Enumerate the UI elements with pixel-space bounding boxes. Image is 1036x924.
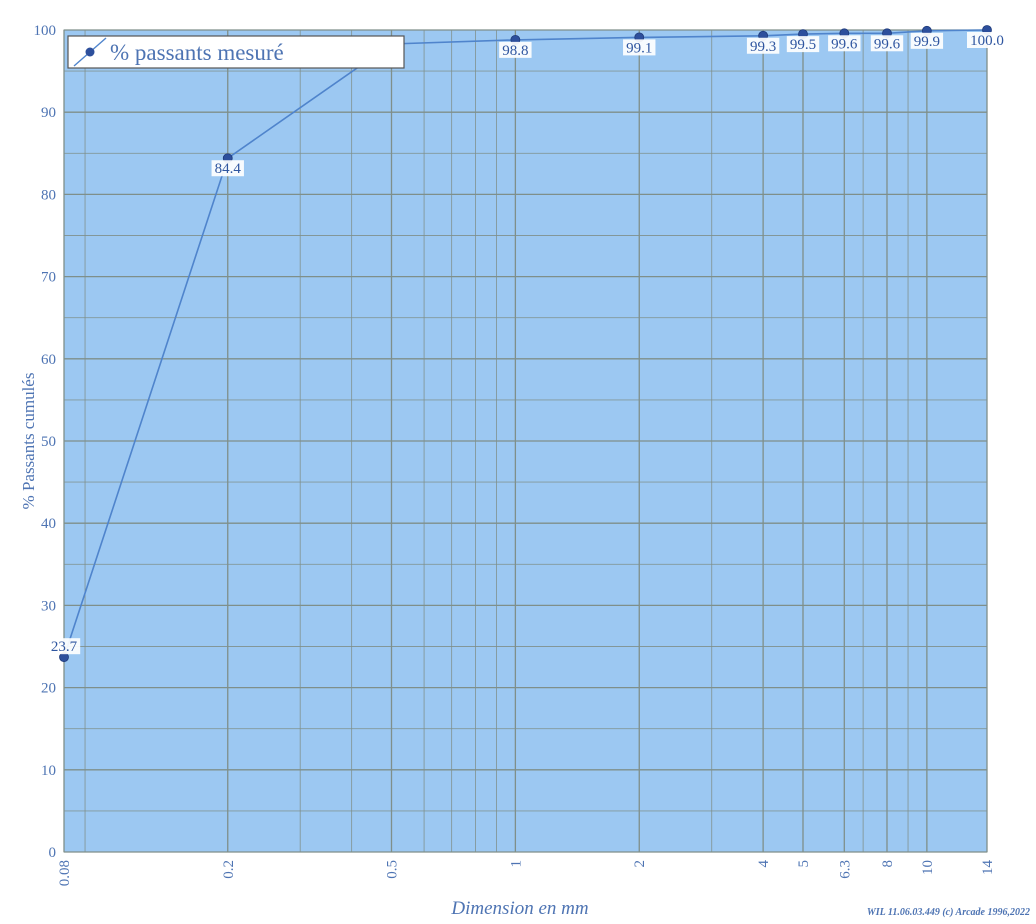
- y-tick-labels: 0 10 20 30 40 50 60 70 80 90 100: [34, 23, 57, 861]
- data-label-background: [623, 39, 656, 56]
- legend-marker-swatch: [85, 47, 95, 57]
- y-tick-label: 10: [41, 763, 56, 779]
- data-label: 23.7: [51, 639, 78, 655]
- y-tick-label: 40: [41, 516, 56, 532]
- footer-credit: WIL 11.06.03.449 (c) Arcade 1996,2022: [867, 907, 1030, 918]
- legend-box: [67, 35, 405, 69]
- y-tick-label: 20: [41, 681, 56, 697]
- x-tick-label: 5: [796, 860, 812, 868]
- y-tick-label: 50: [41, 434, 56, 450]
- data-label: 99.1: [626, 40, 652, 56]
- data-label-background: [786, 36, 820, 53]
- y-tick-label: 60: [41, 352, 56, 368]
- y-tick-label: 0: [49, 845, 57, 861]
- data-label: 84.4: [215, 161, 242, 177]
- series-line-group: 23.7 84.4 98.8 99.1 99.3 99.5 99.6 99.6 99.9 100.…: [47, 25, 1007, 663]
- x-tick-label: 6.3: [837, 860, 853, 879]
- data-label-background: [967, 32, 1007, 48]
- minor-grid-horizontal: [64, 70, 987, 812]
- y-tick-label: 100: [34, 23, 57, 39]
- legend: % passants mesuré: [67, 35, 405, 69]
- x-axis-label: Dimension en mm: [450, 898, 588, 919]
- data-label: 99.3: [750, 39, 776, 55]
- y-tick-label: 30: [41, 598, 56, 614]
- data-label-background: [828, 35, 861, 52]
- data-label: 99.5: [790, 37, 816, 53]
- x-tick-label: 1: [508, 860, 524, 868]
- y-tick-label: 90: [41, 105, 56, 121]
- x-tick-labels: 0.08 0.2 0.5 1 2 4 5 6.3 8 10 14: [57, 860, 996, 887]
- x-tick-label: 4: [756, 860, 772, 868]
- y-axis-label: % Passants cumulés: [19, 373, 38, 510]
- data-label-background: [47, 638, 81, 655]
- data-label-background: [499, 41, 532, 58]
- data-label-background: [870, 35, 904, 52]
- x-tick-label: 14: [980, 860, 996, 876]
- y-tick-label: 70: [41, 270, 56, 286]
- y-tick-label: 80: [41, 187, 56, 203]
- legend-entry: % passants mesuré: [110, 40, 284, 65]
- data-label-background: [910, 32, 944, 49]
- x-tick-label: 0.2: [221, 860, 237, 879]
- data-label: 100.0: [970, 33, 1004, 49]
- x-tick-label: 0.08: [57, 860, 73, 886]
- data-label-background: [746, 37, 780, 54]
- x-tick-label: 10: [920, 860, 936, 875]
- data-label: 98.8: [502, 43, 528, 59]
- x-tick-label: 2: [632, 860, 648, 868]
- data-label-background: [211, 160, 244, 177]
- plot-frame: [63, 29, 988, 853]
- x-tick-label: 0.5: [385, 860, 401, 879]
- data-label: 99.6: [874, 36, 901, 52]
- data-label: 99.9: [914, 34, 940, 50]
- x-tick-label: 8: [880, 860, 896, 868]
- data-label: 99.6: [831, 36, 858, 52]
